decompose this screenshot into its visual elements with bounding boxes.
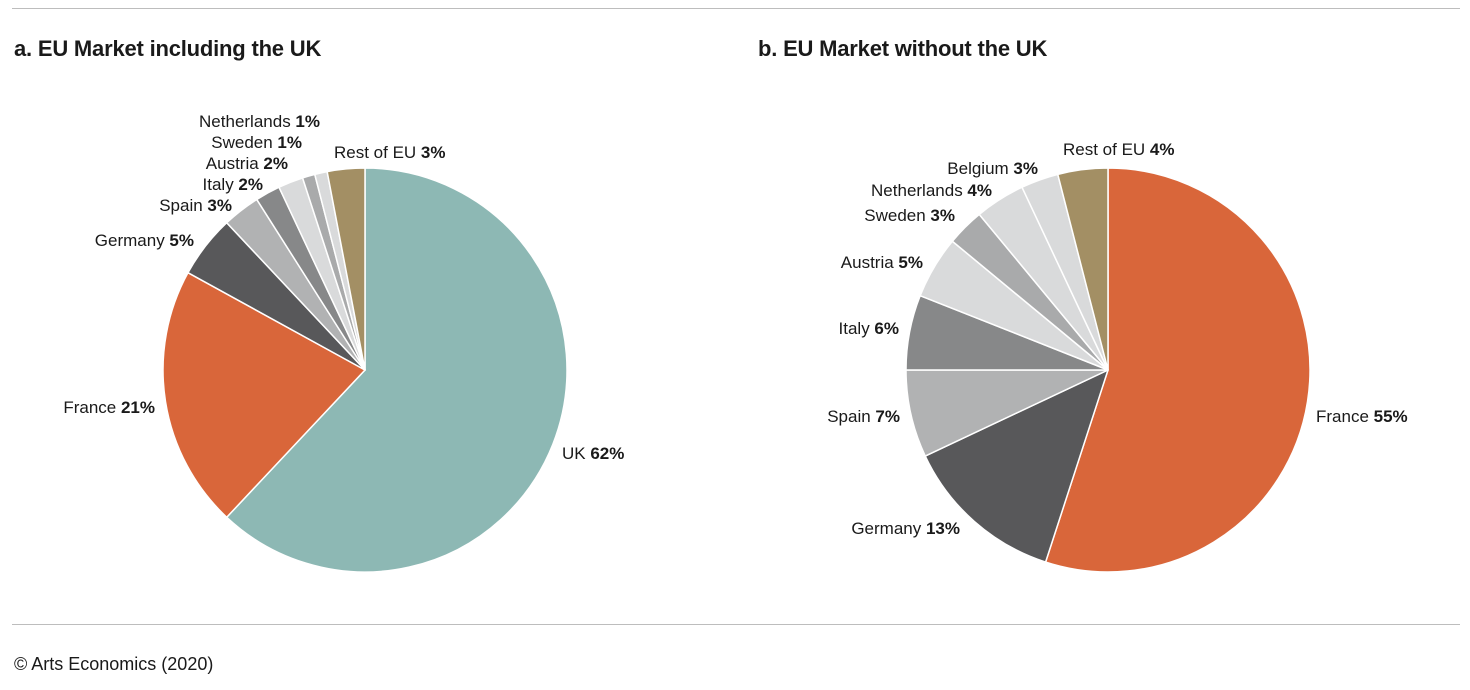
pie-a-slice-rest-of-eu xyxy=(326,167,366,371)
pie-b-slice-france xyxy=(1044,167,1311,573)
pie-b-label-value-rest-of-eu: 4% xyxy=(1150,140,1175,159)
pie-b-slice-rest-of-eu xyxy=(1057,167,1109,371)
pie-a-label-uk: UK 62% xyxy=(562,444,624,463)
pie-b-label-value-germany: 13% xyxy=(926,519,960,538)
pie-b-label-name-italy: Italy xyxy=(839,319,875,338)
pie-b-label-value-italy: 6% xyxy=(874,319,899,338)
pie-b-label-name-france: France xyxy=(1316,407,1374,426)
pie-a-label-name-uk: UK xyxy=(562,444,590,463)
pie-a-label-austria: Austria 2% xyxy=(206,154,288,173)
pie-b-slice-germany xyxy=(924,369,1109,563)
pie-b-label-italy: Italy 6% xyxy=(839,319,899,338)
pie-a-label-value-sweden: 1% xyxy=(277,133,302,152)
pie-a-label-netherlands: Netherlands 1% xyxy=(199,112,320,131)
pie-a-label-value-france: 21% xyxy=(121,398,155,417)
pie-a-label-value-rest-of-eu: 3% xyxy=(421,143,446,162)
pie-b-label-value-netherlands: 4% xyxy=(967,181,992,200)
chart-a-title: a. EU Market including the UK xyxy=(14,36,322,61)
pie-a-label-italy: Italy 2% xyxy=(203,175,263,194)
pie-b-label-name-sweden: Sweden xyxy=(864,206,930,225)
pie-b-label-austria: Austria 5% xyxy=(841,253,923,272)
pie-b-label-germany: Germany 13% xyxy=(851,519,960,538)
pie-a-label-name-sweden: Sweden xyxy=(211,133,277,152)
chart-b-title: b. EU Market without the UK xyxy=(758,36,1048,61)
pie-b-label-name-germany: Germany xyxy=(851,519,926,538)
pie-b-label-value-belgium: 3% xyxy=(1013,159,1038,178)
pie-a-label-value-netherlands: 1% xyxy=(295,112,320,131)
pie-chart-a: UK 62% France 21% Germany 5% Spain 3% Italy … xyxy=(63,112,624,573)
pie-chart-b: France 55% Germany 13% Spain 7% Italy 6% Aus… xyxy=(827,140,1408,573)
pie-a-label-value-germany: 5% xyxy=(169,231,194,250)
top-divider xyxy=(12,8,1460,9)
pie-a-label-france: France 21% xyxy=(63,398,155,417)
pie-a-label-value-austria: 2% xyxy=(263,154,288,173)
pie-a-label-value-italy: 2% xyxy=(238,175,263,194)
pie-a-label-name-italy: Italy xyxy=(203,175,239,194)
pie-b-label-value-france: 55% xyxy=(1374,407,1408,426)
pie-a-label-name-spain: Spain xyxy=(159,196,207,215)
pie-b-label-rest-of-eu: Rest of EU 4% xyxy=(1063,140,1175,159)
pie-a-label-name-austria: Austria xyxy=(206,154,264,173)
pie-b-label-belgium: Belgium 3% xyxy=(947,159,1038,178)
pie-b-label-value-sweden: 3% xyxy=(930,206,955,225)
pie-b-label-sweden: Sweden 3% xyxy=(864,206,955,225)
pie-b-slices xyxy=(905,167,1311,573)
pie-b-label-name-austria: Austria xyxy=(841,253,899,272)
pie-b-label-name-spain: Spain xyxy=(827,407,875,426)
pie-a-label-name-germany: Germany xyxy=(95,231,170,250)
pie-a-label-sweden: Sweden 1% xyxy=(211,133,302,152)
pie-a-slice-france xyxy=(162,271,366,518)
pie-a-label-spain: Spain 3% xyxy=(159,196,232,215)
pie-a-label-germany: Germany 5% xyxy=(95,231,194,250)
pie-b-label-name-rest-of-eu: Rest of EU xyxy=(1063,140,1150,159)
source-credit: © Arts Economics (2020) xyxy=(14,654,214,674)
pie-a-slice-uk xyxy=(225,167,568,573)
pie-b-label-france: France 55% xyxy=(1316,407,1408,426)
pie-a-slices xyxy=(162,167,568,573)
pie-b-label-netherlands: Netherlands 4% xyxy=(871,181,992,200)
pie-b-label-name-belgium: Belgium xyxy=(947,159,1013,178)
pie-b-label-spain: Spain 7% xyxy=(827,407,900,426)
pie-a-label-name-rest-of-eu: Rest of EU xyxy=(334,143,421,162)
pie-b-label-value-spain: 7% xyxy=(875,407,900,426)
bottom-divider xyxy=(12,624,1460,625)
pie-b-label-name-netherlands: Netherlands xyxy=(871,181,967,200)
pie-a-label-name-netherlands: Netherlands xyxy=(199,112,295,131)
pie-a-label-value-uk: 62% xyxy=(590,444,624,463)
pie-a-label-name-france: France xyxy=(63,398,121,417)
pie-b-label-value-austria: 5% xyxy=(898,253,923,272)
pie-a-label-value-spain: 3% xyxy=(207,196,232,215)
pie-a-label-rest-of-eu: Rest of EU 3% xyxy=(334,143,446,162)
